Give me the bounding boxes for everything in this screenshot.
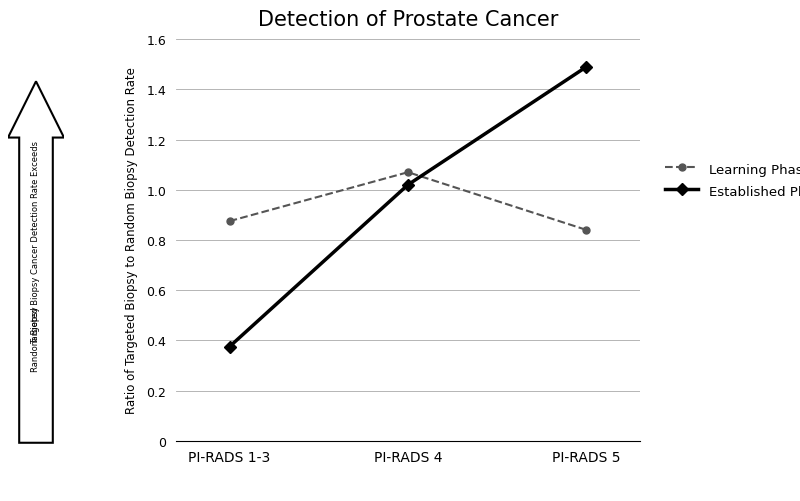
Y-axis label: Ratio of Targeted Biopsy to Random Biopsy Detection Rate: Ratio of Targeted Biopsy to Random Biops… <box>125 68 138 413</box>
Legend: Learning Phase, Established Phase: Learning Phase, Established Phase <box>665 161 800 200</box>
Title: Detection of Prostate Cancer: Detection of Prostate Cancer <box>258 10 558 30</box>
Text: Targeted Biopsy Cancer Detection Rate Exceeds: Targeted Biopsy Cancer Detection Rate Ex… <box>31 141 41 344</box>
FancyArrow shape <box>8 82 64 443</box>
Text: Random Biopsy: Random Biopsy <box>31 306 41 371</box>
